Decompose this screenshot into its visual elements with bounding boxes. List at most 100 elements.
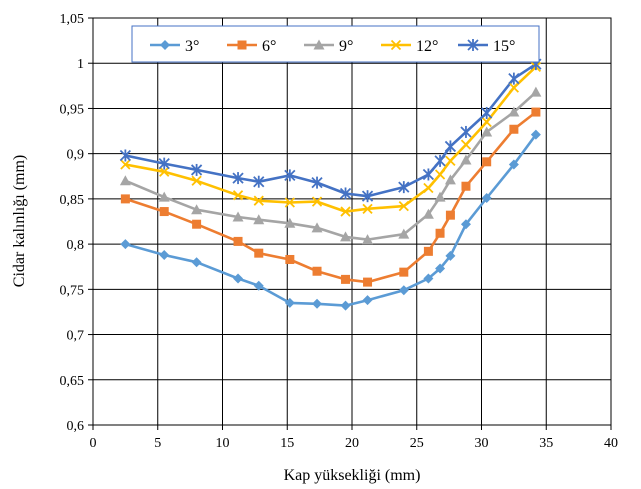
- data-point-3: [253, 195, 264, 206]
- data-point-4: [398, 181, 410, 194]
- y-tick-label: 0,8: [67, 238, 85, 253]
- data-point-4: [444, 140, 457, 153]
- y-tick-label: 0,95: [60, 102, 85, 117]
- data-point-2: [191, 204, 203, 215]
- data-point-3: [311, 196, 323, 207]
- data-point-1: [435, 228, 445, 238]
- data-point-1: [399, 267, 409, 277]
- data-point-1: [461, 181, 471, 191]
- legend-swatch-marker: [237, 40, 247, 50]
- data-point-3-stroke: [508, 82, 520, 93]
- x-tick-label: 0: [90, 436, 97, 451]
- y-tick-label: 1: [77, 57, 84, 72]
- data-point-3: [232, 190, 244, 201]
- x-tick-label: 25: [410, 436, 424, 451]
- data-point-1: [285, 254, 295, 264]
- y-tick-label: 0,7: [67, 329, 85, 344]
- data-point-2: [530, 86, 542, 97]
- data-point-0: [253, 280, 264, 291]
- data-point-4: [508, 72, 520, 85]
- data-point-3: [159, 166, 170, 177]
- data-point-3: [362, 203, 373, 214]
- data-point-0: [530, 129, 541, 140]
- data-point-4: [422, 168, 435, 181]
- data-point-2: [444, 174, 456, 185]
- data-point-4: [339, 187, 352, 200]
- data-point-4: [158, 157, 170, 170]
- data-point-1: [531, 107, 541, 117]
- data-point-0: [423, 273, 434, 284]
- data-point-2: [284, 217, 296, 228]
- data-point-2: [340, 231, 352, 242]
- y-tick-label: 0,9: [67, 148, 85, 163]
- data-point-3-stroke: [460, 139, 472, 150]
- data-point-0: [445, 250, 456, 261]
- data-point-3-stroke: [423, 182, 434, 194]
- plot-frame: [92, 17, 612, 426]
- data-point-4: [253, 175, 265, 188]
- data-point-3-stroke: [284, 197, 295, 208]
- data-point-2: [481, 126, 493, 137]
- data-point-1: [233, 236, 243, 246]
- data-point-4: [232, 172, 244, 185]
- data-point-0: [284, 297, 295, 308]
- legend-label: 6°: [262, 38, 276, 55]
- data-point-3-stroke: [481, 116, 492, 128]
- data-point-3: [398, 200, 409, 212]
- data-point-0: [362, 295, 373, 306]
- data-point-3-stroke: [362, 203, 373, 214]
- y-tick-label: 0,85: [60, 193, 85, 208]
- data-point-1: [445, 210, 455, 220]
- data-point-2: [253, 214, 265, 225]
- data-point-1: [192, 219, 202, 229]
- data-point-3: [434, 169, 446, 180]
- data-point-0: [398, 285, 409, 296]
- x-tick-label: 30: [475, 436, 489, 451]
- data-point-3-stroke: [120, 159, 131, 170]
- legend-swatch-marker: [467, 39, 479, 51]
- data-point-0: [435, 263, 446, 274]
- data-point-3-stroke: [232, 190, 244, 201]
- axes: [88, 17, 612, 430]
- data-point-2: [311, 222, 323, 233]
- data-point-1: [363, 277, 373, 287]
- data-point-4: [311, 176, 323, 189]
- x-tick-label: 10: [216, 436, 230, 451]
- data-point-1: [509, 124, 519, 134]
- x-tick-label: 20: [345, 436, 359, 451]
- legend-label: 12°: [416, 38, 438, 55]
- legend-swatch-marker: [160, 40, 170, 50]
- x-axis-title: Kap yüksekliği (mm): [284, 467, 421, 484]
- legend-swatch-marker: [313, 39, 325, 50]
- data-point-3-stroke: [398, 200, 409, 212]
- data-point-0: [508, 159, 519, 170]
- data-point-3: [423, 182, 434, 194]
- data-point-3-stroke: [445, 155, 456, 167]
- y-tick-label: 0,65: [60, 374, 85, 389]
- data-point-1: [341, 274, 351, 284]
- data-point-3: [460, 139, 472, 150]
- data-point-4: [284, 169, 296, 182]
- legend-label: 9°: [339, 38, 353, 55]
- data-point-4: [481, 106, 493, 119]
- data-point-3: [120, 159, 131, 170]
- data-point-1: [159, 207, 169, 217]
- data-point-0: [312, 298, 323, 309]
- data-point-4: [119, 149, 132, 162]
- data-point-3-stroke: [311, 196, 323, 207]
- data-point-3: [508, 82, 520, 93]
- data-point-3-stroke: [159, 166, 170, 177]
- data-point-0: [120, 239, 131, 250]
- data-point-2: [119, 175, 131, 186]
- data-point-1: [312, 266, 322, 276]
- x-tick-label: 35: [539, 436, 553, 451]
- data-point-3: [191, 175, 202, 186]
- legend-swatch-marker-stroke: [390, 39, 402, 51]
- tick-labels: 0 5 10 15 20 25 30 35 40 0,6 0,65 0,7 0,75 0,8 0,85 0,9…: [60, 12, 619, 451]
- data-point-1: [482, 157, 492, 167]
- data-point-1: [254, 248, 264, 258]
- x-tick-label: 5: [154, 436, 161, 451]
- data-point-3-stroke: [191, 175, 202, 186]
